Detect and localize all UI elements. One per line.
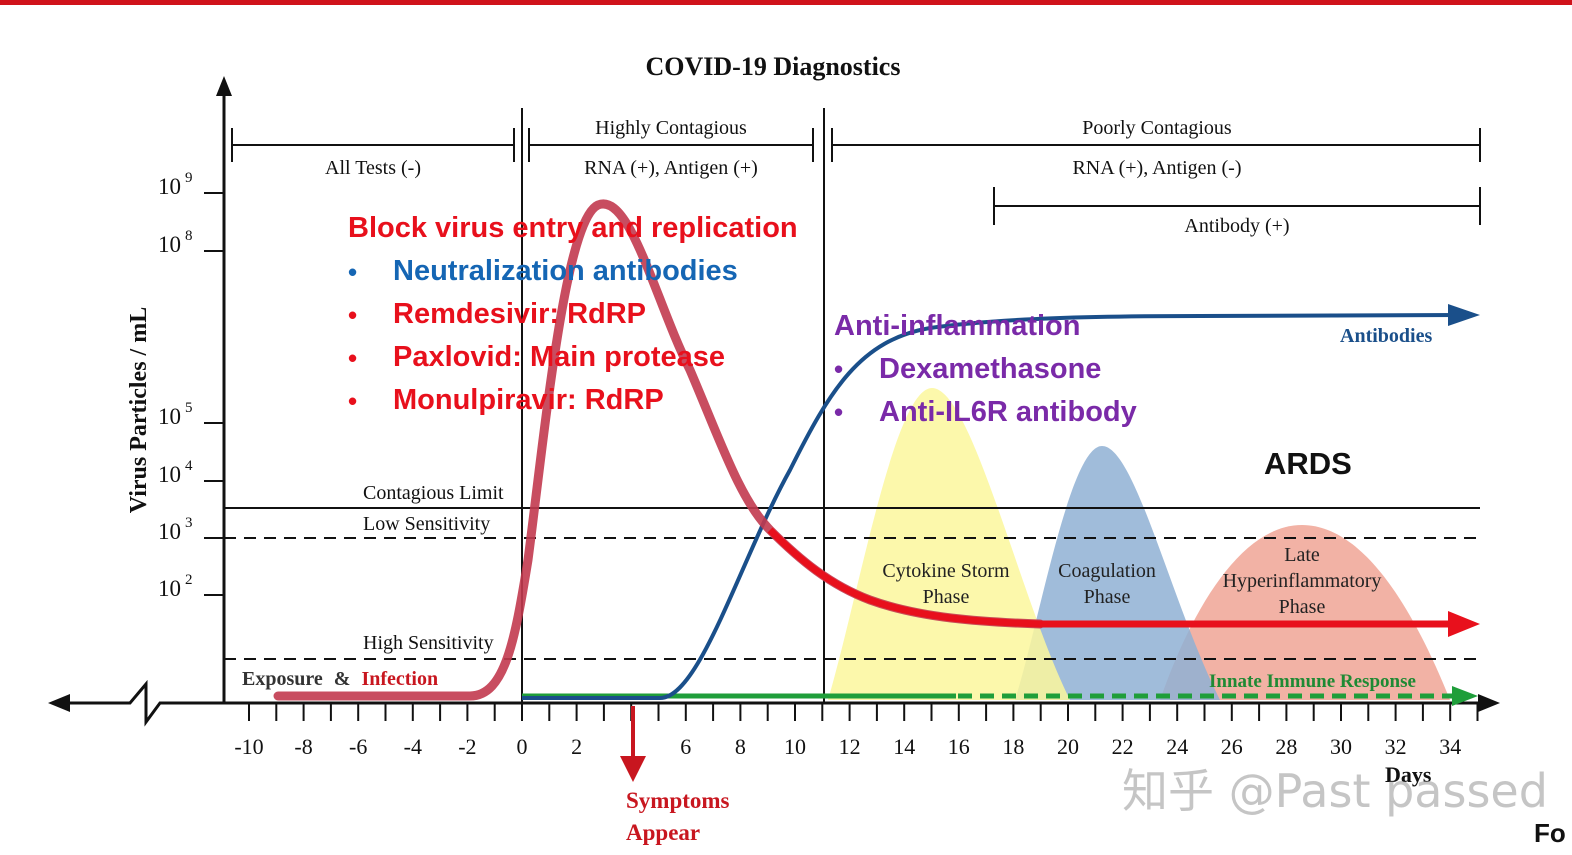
x-tick-label: 8 <box>735 734 746 759</box>
x-tick-label: 30 <box>1330 734 1352 759</box>
anti-inflammation-title: Anti-inflammation <box>834 310 1081 342</box>
x-tick-label: 6 <box>680 734 691 759</box>
x-tick-label: 22 <box>1112 734 1134 759</box>
ards-label: ARDS <box>1264 446 1352 481</box>
x-tick-label: -6 <box>349 734 367 759</box>
y-tick-label: 10 <box>158 174 181 199</box>
x-tick-label: -2 <box>458 734 476 759</box>
y-tick-label: 10 <box>158 404 181 429</box>
x-tick-label: 2 <box>571 734 582 759</box>
corner-text: Fo <box>1534 818 1566 848</box>
virus-load-tail <box>767 527 1455 628</box>
y-tick-exponent: 2 <box>185 572 193 588</box>
x-tick-label: 10 <box>784 734 806 759</box>
hyperinflammatory-label: Hyperinflammatory <box>1223 570 1382 592</box>
monulpiravir-item: Monulpiravir: RdRP <box>393 384 664 416</box>
late-hyperinflammatory-phase-hill <box>1160 525 1450 700</box>
top-accent-bar <box>0 0 1572 5</box>
period-brackets <box>231 128 1481 225</box>
innate-immune-response-arrowhead <box>1452 686 1478 706</box>
y-axis-label: Virus Particles / mL <box>126 307 152 513</box>
bullet-icon: • <box>834 354 844 384</box>
contagious-limit-label: Contagious Limit <box>363 482 504 504</box>
ampersand-label: & <box>334 668 351 690</box>
x-axis-line <box>62 679 1485 727</box>
x-tick-label: 32 <box>1385 734 1407 759</box>
y-tick-exponent: 5 <box>185 400 193 416</box>
x-tick-label: 0 <box>517 734 528 759</box>
exposure-infection-label: Exposure & Infection <box>242 668 438 690</box>
watermark: 知乎 @Past passed <box>1122 764 1548 818</box>
symptoms-label-line2: Appear <box>626 820 700 845</box>
late-phase-label: Phase <box>1279 596 1326 618</box>
y-tick-exponent: 4 <box>185 458 193 474</box>
x-tick-label: 12 <box>839 734 861 759</box>
virus-load-arrowhead <box>1448 611 1480 637</box>
x-tick-label: -4 <box>404 734 422 759</box>
rna-antigen-negative-label: RNA (+), Antigen (-) <box>1072 157 1241 179</box>
y-axis-arrow <box>216 76 232 96</box>
x-tick-label: 14 <box>893 734 915 759</box>
y-tick-label: 10 <box>158 232 181 257</box>
y-tick-label: 10 <box>158 462 181 487</box>
bullet-icon: • <box>348 257 358 287</box>
low-sensitivity-label: Low Sensitivity <box>363 513 490 535</box>
y-tick-exponent: 9 <box>185 170 193 186</box>
x-tick-label: 20 <box>1057 734 1079 759</box>
x-tick-label: 26 <box>1221 734 1243 759</box>
x-tick-label: 18 <box>1002 734 1024 759</box>
coagulation-phase-hill <box>1015 446 1220 700</box>
anti-il6r-item: Anti-IL6R antibody <box>879 396 1137 428</box>
y-tick-label: 10 <box>158 576 181 601</box>
antibody-curve-arrowhead <box>1448 304 1480 326</box>
y-tick-exponent: 8 <box>185 228 193 244</box>
coagulation-phase-label: Phase <box>1084 586 1131 608</box>
high-sensitivity-label: High Sensitivity <box>363 632 494 654</box>
cytokine-storm-phase-hill <box>828 388 1070 700</box>
x-tick-label: -10 <box>234 734 263 759</box>
bullet-icon: • <box>348 343 358 373</box>
innate-immune-response-label: Innate Immune Response <box>1209 671 1416 692</box>
x-tick-label: 16 <box>948 734 970 759</box>
highly-contagious-label: Highly Contagious <box>595 117 747 139</box>
all-tests-label: All Tests (-) <box>325 157 421 179</box>
x-axis-left-arrow <box>48 694 70 712</box>
poorly-contagious-label: Poorly Contagious <box>1082 117 1232 139</box>
antibodies-label: Antibodies <box>1340 325 1432 347</box>
remdesivir-item: Remdesivir: RdRP <box>393 298 647 330</box>
x-axis-right-arrow <box>1478 694 1500 712</box>
cytokine-storm-label: Cytokine Storm <box>882 560 1010 582</box>
bullet-icon: • <box>834 397 844 427</box>
x-tick-label: 34 <box>1439 734 1461 759</box>
exposure-label: Exposure <box>242 668 323 690</box>
x-axis-label: Days <box>1385 762 1432 787</box>
rna-antigen-positive-label: RNA (+), Antigen (+) <box>584 157 758 179</box>
cytokine-phase-label: Phase <box>923 586 970 608</box>
antibody-positive-label: Antibody (+) <box>1184 215 1289 237</box>
dexamethasone-item: Dexamethasone <box>879 353 1102 385</box>
late-label: Late <box>1284 544 1320 566</box>
antibody-curve <box>522 313 1461 700</box>
x-tick-marks <box>248 703 1479 721</box>
coagulation-label: Coagulation <box>1058 560 1156 582</box>
x-tick-label: -8 <box>294 734 312 759</box>
diagram-title: COVID-19 Diagnostics <box>646 52 901 81</box>
y-tick-label: 10 <box>158 519 181 544</box>
symptoms-label-line1: Symptoms <box>626 788 730 813</box>
x-tick-label: 24 <box>1166 734 1188 759</box>
bullet-icon: • <box>348 300 358 330</box>
infection-label: Infection <box>361 668 438 690</box>
bullet-icon: • <box>348 386 358 416</box>
block-virus-title: Block virus entry and replication <box>348 212 798 244</box>
y-tick-exponent: 3 <box>185 515 193 531</box>
symptoms-arrow-head <box>620 756 646 782</box>
x-tick-label: 28 <box>1275 734 1297 759</box>
paxlovid-item: Paxlovid: Main protease <box>393 341 725 373</box>
y-tick-marks <box>204 192 224 596</box>
neutralization-antibodies-item: Neutralization antibodies <box>393 255 738 287</box>
